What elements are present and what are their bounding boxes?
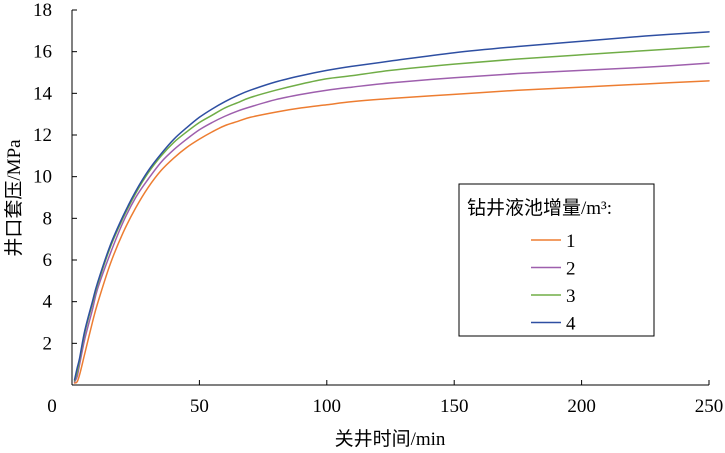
x-tick-label: 50	[190, 396, 209, 417]
legend-label-2: 2	[566, 259, 576, 280]
legend-title: 钻井液池增量/m³:	[467, 197, 612, 219]
y-tick-label: 8	[43, 208, 53, 229]
legend: 钻井液池增量/m³: 1 2 3 4	[458, 183, 655, 337]
x-tick-label: 250	[695, 396, 724, 417]
y-tick-label: 18	[33, 0, 52, 21]
legend-label-4: 4	[566, 314, 576, 335]
x-tick-label: 150	[440, 396, 469, 417]
legend-items: 1 2 3 4	[531, 231, 576, 335]
y-tick-label: 4	[43, 292, 53, 313]
x-tick-label: 200	[567, 396, 596, 417]
series-line-1	[73, 80, 710, 384]
series-layer	[73, 31, 710, 384]
series-line-4	[73, 31, 710, 381]
y-tick-label: 6	[43, 250, 53, 271]
legend-box	[458, 183, 655, 337]
x-tick-label: 100	[313, 396, 342, 417]
y-tick-label: 2	[43, 333, 53, 354]
x-tick-label: 0	[47, 396, 57, 417]
legend-label-1: 1	[566, 231, 576, 252]
x-axis-ticks: 0 50 100 150 200 250	[47, 380, 723, 417]
y-tick-label: 16	[33, 42, 52, 63]
y-tick-label: 14	[33, 83, 53, 104]
y-axis-ticks: 2 4 6 8 10 12 14 16 18	[33, 0, 77, 354]
y-axis-title: 井口套压/MPa	[3, 139, 25, 257]
y-tick-label: 12	[33, 125, 52, 146]
axes	[71, 10, 709, 386]
x-axis-title: 关井时间/min	[335, 428, 446, 450]
legend-label-3: 3	[566, 286, 576, 307]
series-line-2	[73, 62, 710, 383]
y-tick-label: 10	[33, 167, 52, 188]
